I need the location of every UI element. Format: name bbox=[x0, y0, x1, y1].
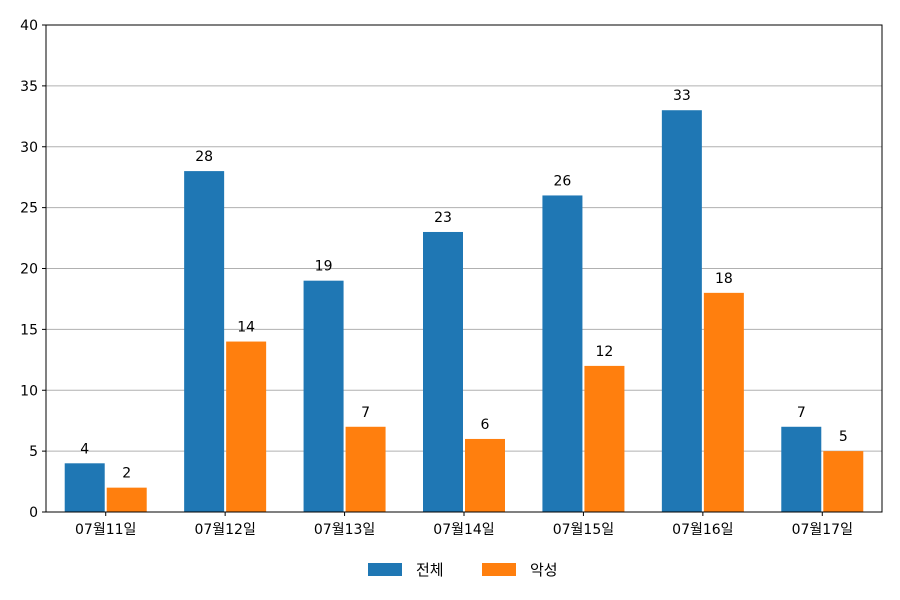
bar-malicious bbox=[226, 341, 267, 512]
x-axis: 07월11일 07월12일 07월13일 07월14일 07월15일 07월16일 07월1… bbox=[75, 512, 853, 538]
y-tick-label: 20 bbox=[20, 262, 38, 278]
y-axis: 0 5 10 15 20 25 30 35 40 bbox=[20, 18, 46, 521]
legend-swatch bbox=[368, 563, 402, 576]
data-label: 7 bbox=[361, 405, 370, 421]
data-label: 33 bbox=[673, 88, 691, 104]
bar-malicious bbox=[465, 438, 505, 512]
legend: 전체 악성 bbox=[368, 561, 558, 579]
bar-total bbox=[661, 110, 702, 512]
x-tick-label: 07월12일 bbox=[194, 522, 255, 538]
bar-malicious bbox=[584, 365, 625, 512]
data-label: 2 bbox=[122, 466, 131, 482]
legend-label: 전체 bbox=[416, 561, 444, 579]
x-tick-label: 07월14일 bbox=[433, 522, 494, 538]
data-label: 12 bbox=[596, 344, 614, 360]
data-label: 4 bbox=[80, 441, 89, 457]
gridlines bbox=[46, 85, 882, 452]
bar-total bbox=[781, 426, 822, 512]
x-tick-label: 07월15일 bbox=[553, 522, 614, 538]
bar-total bbox=[542, 195, 583, 512]
bar-total bbox=[423, 231, 463, 512]
y-tick-label: 0 bbox=[29, 505, 38, 521]
bar-malicious bbox=[823, 451, 864, 512]
bar-malicious bbox=[106, 487, 147, 512]
data-label: 18 bbox=[715, 271, 733, 287]
x-tick-label: 07월16일 bbox=[672, 522, 733, 538]
data-label: 6 bbox=[481, 417, 490, 433]
y-tick-label: 10 bbox=[20, 383, 38, 399]
data-label: 14 bbox=[237, 320, 255, 336]
y-tick-label: 5 bbox=[29, 444, 38, 460]
bars bbox=[64, 110, 864, 512]
y-tick-label: 35 bbox=[20, 79, 38, 95]
bar-malicious bbox=[345, 426, 386, 512]
data-label: 19 bbox=[315, 259, 333, 275]
y-tick-label: 30 bbox=[20, 140, 38, 156]
x-tick-label: 07월13일 bbox=[314, 522, 375, 538]
data-label: 23 bbox=[434, 210, 452, 226]
x-tick-label: 07월11일 bbox=[75, 522, 136, 538]
bar-total bbox=[184, 171, 225, 512]
data-label: 7 bbox=[797, 405, 806, 421]
data-label: 5 bbox=[839, 429, 848, 445]
y-tick-label: 15 bbox=[20, 322, 38, 338]
data-label: 28 bbox=[195, 149, 213, 165]
legend-label: 악성 bbox=[530, 561, 558, 579]
x-tick-label: 07월17일 bbox=[792, 522, 853, 538]
y-tick-label: 25 bbox=[20, 201, 38, 217]
data-label: 26 bbox=[554, 173, 572, 189]
bar-malicious bbox=[703, 292, 744, 512]
bar-total bbox=[64, 463, 105, 512]
legend-swatch bbox=[482, 563, 516, 576]
bar-total bbox=[303, 280, 344, 512]
y-tick-label: 40 bbox=[20, 18, 38, 34]
